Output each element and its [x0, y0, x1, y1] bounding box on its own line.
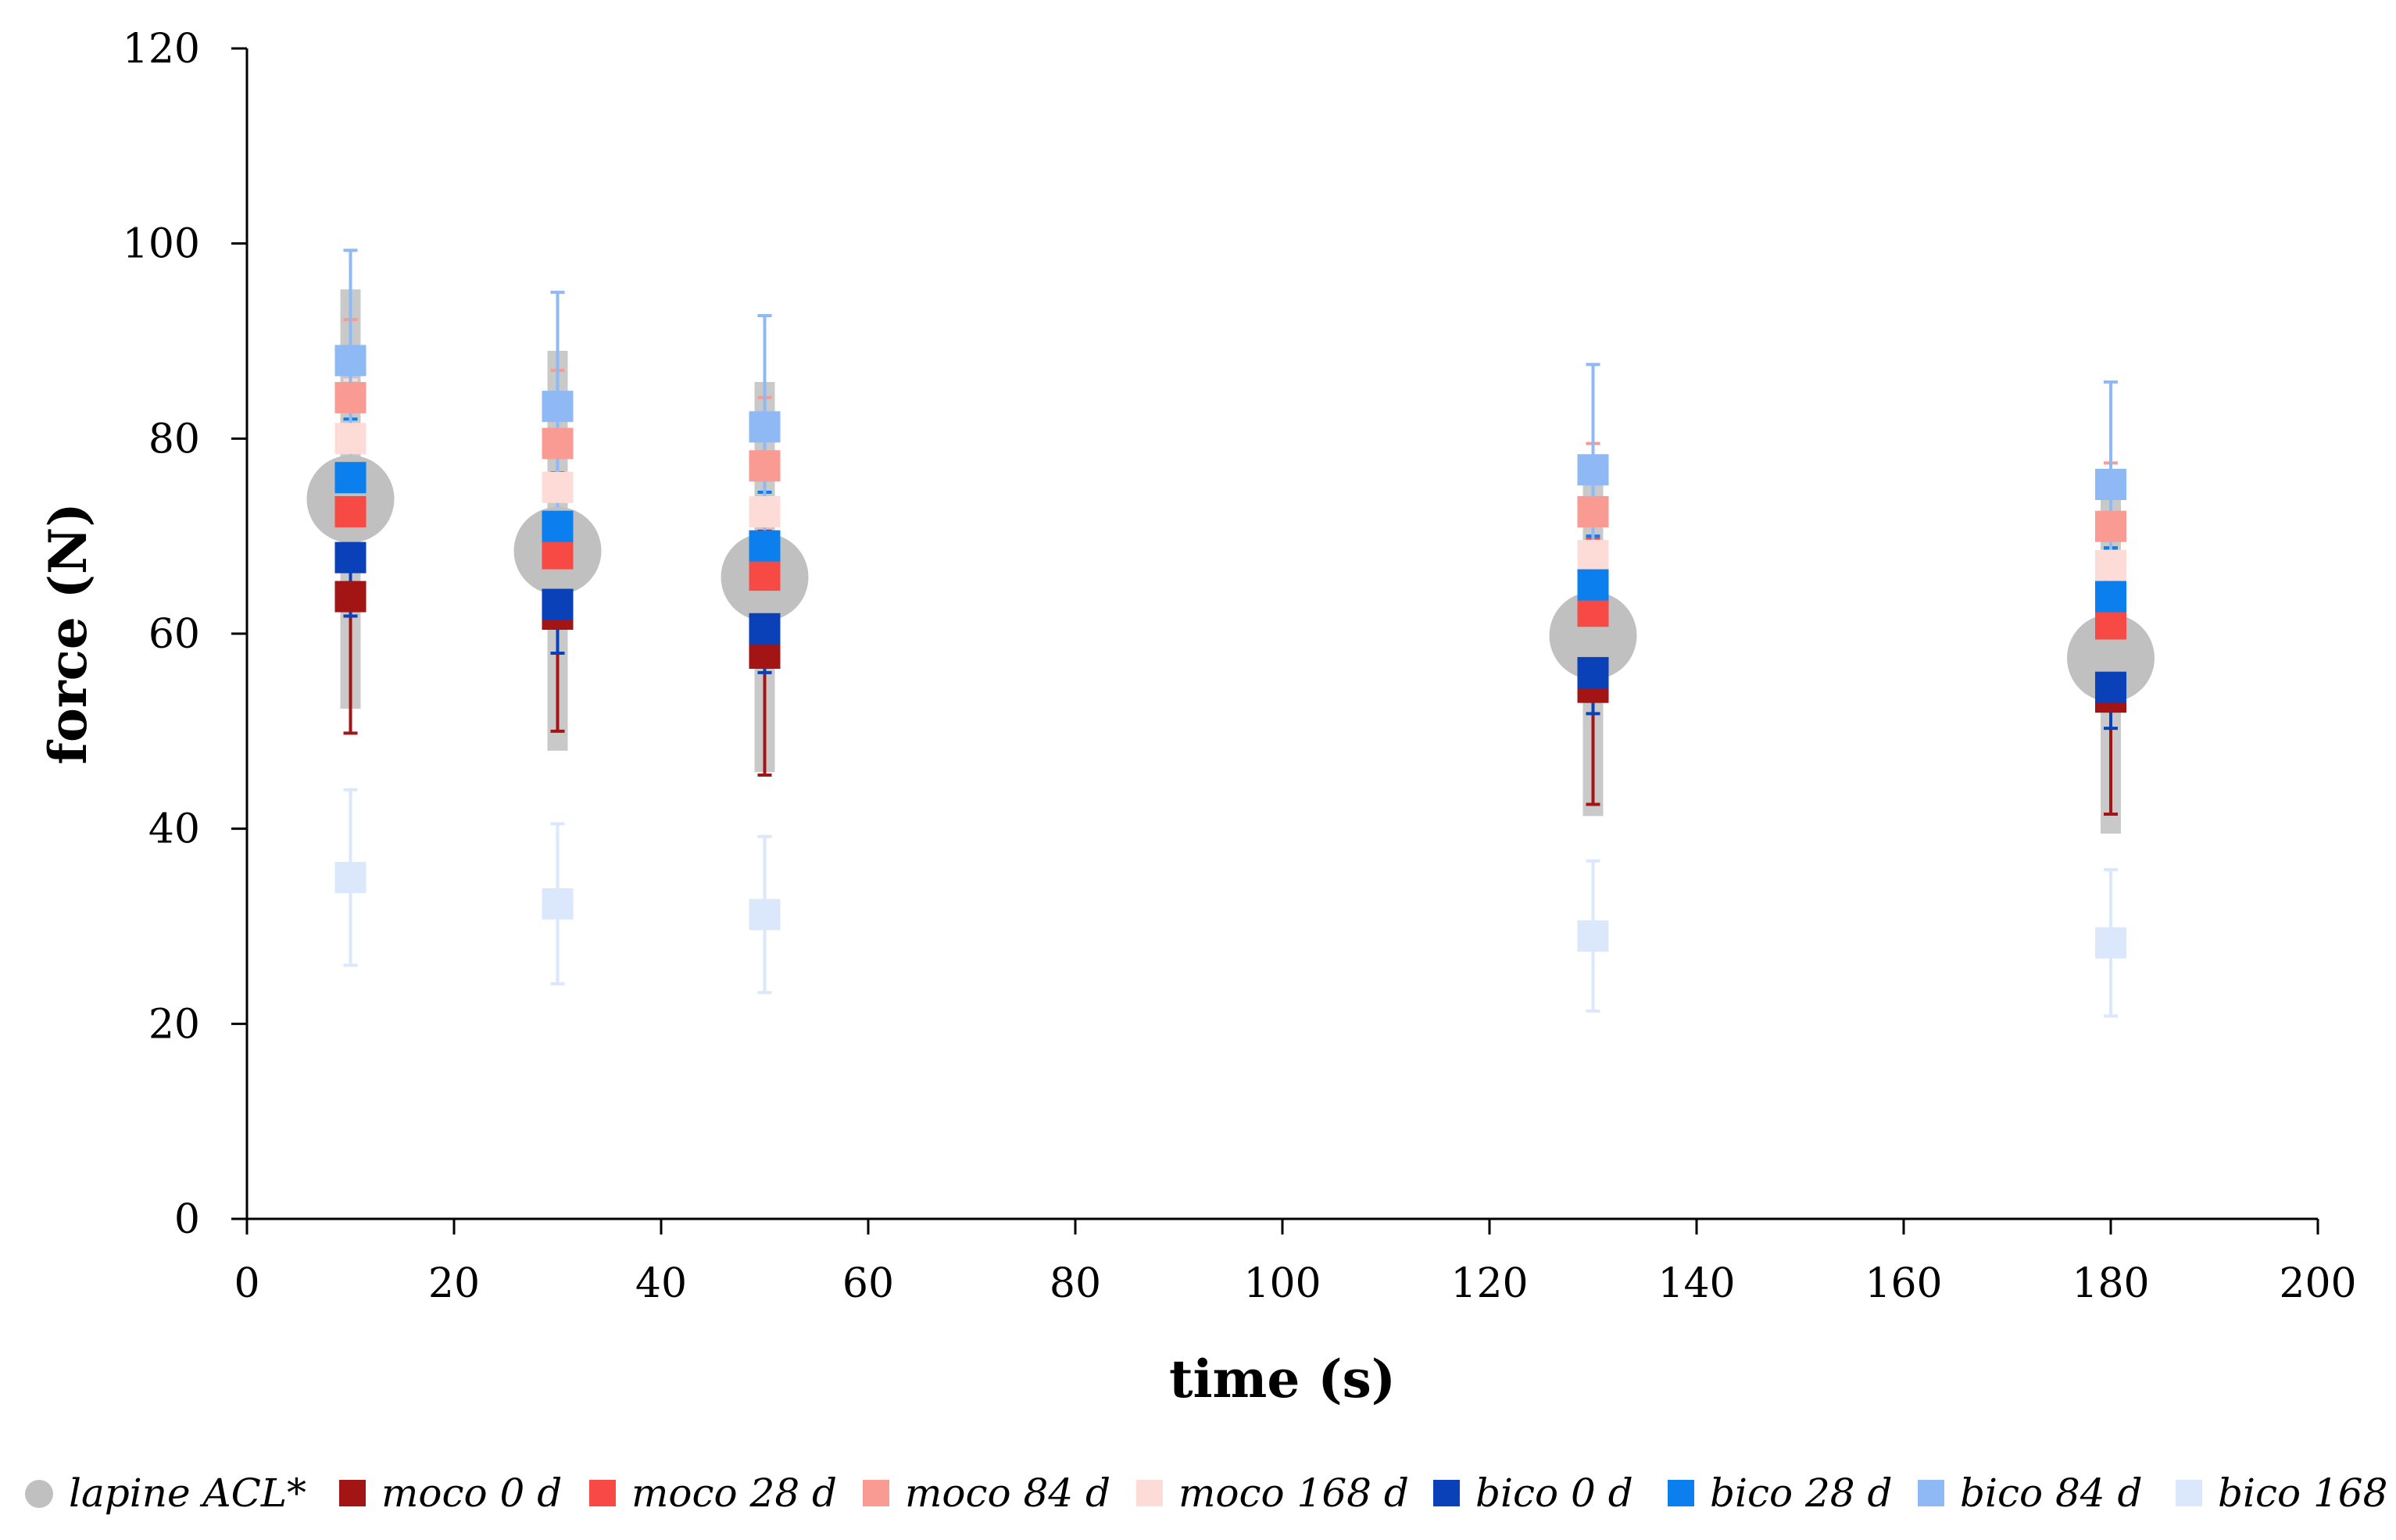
data-point-1-0 [334, 581, 367, 613]
data-point-2-0 [334, 495, 367, 527]
x-tick-label: 100 [1243, 1260, 1321, 1307]
data-point-7-0 [334, 345, 367, 377]
data-point-7-3 [1577, 454, 1609, 486]
axes: 0 20 40 60 80 100 120 0 20 40 60 80 100 120 140 160 180 2… [38, 26, 2357, 1410]
data-point-6-0 [334, 462, 367, 494]
data-points [306, 345, 2155, 959]
data-point-7-4 [2095, 469, 2126, 501]
legend-label-8: bico 168 d [2218, 1470, 2396, 1516]
data-point-6-2 [749, 530, 781, 562]
data-point-0-4 [2067, 614, 2155, 702]
legend-label-6: bico 28 d [1710, 1470, 1893, 1516]
data-point-5-0 [334, 541, 367, 573]
data-point-3-2 [749, 450, 781, 482]
data-point-6-1 [542, 510, 574, 542]
data-point-8-1 [542, 888, 574, 920]
data-point-4-1 [542, 471, 574, 503]
data-point-8-0 [334, 862, 367, 894]
x-tick-label: 200 [2279, 1260, 2356, 1307]
x-tick-label: 80 [1050, 1260, 1101, 1307]
data-point-6-3 [1577, 569, 1609, 601]
x-tick-label: 60 [842, 1260, 894, 1307]
data-point-5-2 [749, 613, 781, 645]
data-point-5-3 [1577, 656, 1609, 688]
legend: lapine ACL* moco 0 d moco 28 d moco 84 d moc… [25, 1470, 2396, 1516]
x-tick-label: 40 [635, 1260, 687, 1307]
data-point-3-0 [334, 381, 367, 413]
y-axis-title: force (N) [38, 502, 98, 764]
legend-marker-7 [1918, 1480, 1944, 1506]
x-tick-label: 120 [1450, 1260, 1528, 1307]
data-point-7-1 [542, 391, 574, 423]
data-point-3-1 [542, 427, 574, 459]
y-tick-label: 120 [123, 26, 200, 73]
y-tick-label: 20 [148, 1001, 200, 1048]
legend-label-3: moco 84 d [905, 1470, 1110, 1516]
data-point-3-4 [2095, 510, 2126, 542]
x-tick-label: 160 [1865, 1260, 1942, 1307]
data-point-2-4 [2095, 608, 2126, 640]
data-point-2-3 [1577, 595, 1609, 627]
data-point-8-3 [1577, 920, 1609, 952]
y-tick-label: 100 [123, 221, 200, 268]
legend-label-0: lapine ACL* [69, 1470, 306, 1516]
data-point-0-3 [1549, 591, 1637, 680]
data-point-2-2 [749, 559, 781, 591]
data-point-7-2 [749, 411, 781, 443]
data-point-8-4 [2095, 927, 2126, 959]
data-point-5-1 [542, 588, 574, 620]
data-point-4-3 [1577, 540, 1609, 572]
legend-marker-1 [339, 1480, 366, 1506]
data-point-3-3 [1577, 495, 1609, 527]
error-bars [340, 248, 2121, 1018]
y-tick-label: 60 [148, 611, 200, 658]
legend-label-2: moco 28 d [631, 1470, 837, 1516]
x-tick-label: 20 [428, 1260, 480, 1307]
data-point-4-4 [2095, 549, 2126, 581]
legend-marker-5 [1433, 1480, 1460, 1506]
data-point-2-1 [542, 538, 574, 570]
x-tick-label: 180 [2072, 1260, 2149, 1307]
legend-marker-2 [589, 1480, 616, 1506]
x-axis-title: time (s) [1169, 1349, 1396, 1410]
legend-marker-3 [863, 1480, 889, 1506]
data-point-4-2 [749, 495, 781, 527]
legend-label-5: bico 0 d [1475, 1470, 1633, 1516]
data-point-6-4 [2095, 581, 2126, 613]
x-tick-label: 0 [234, 1260, 259, 1307]
data-point-5-4 [2095, 671, 2126, 703]
y-tick-label: 0 [174, 1196, 200, 1243]
legend-marker-4 [1136, 1480, 1163, 1506]
y-tick-label: 80 [148, 416, 200, 463]
legend-marker-6 [1668, 1480, 1694, 1506]
legend-label-7: bico 84 d [1960, 1470, 2143, 1516]
data-point-4-0 [334, 423, 367, 455]
legend-label-1: moco 0 d [381, 1470, 562, 1516]
x-tick-label: 140 [1658, 1260, 1735, 1307]
legend-label-4: moco 168 d [1178, 1470, 1409, 1516]
legend-marker-0 [25, 1480, 53, 1508]
y-tick-label: 40 [148, 806, 200, 853]
legend-marker-8 [2176, 1480, 2202, 1506]
data-point-8-2 [749, 899, 781, 931]
